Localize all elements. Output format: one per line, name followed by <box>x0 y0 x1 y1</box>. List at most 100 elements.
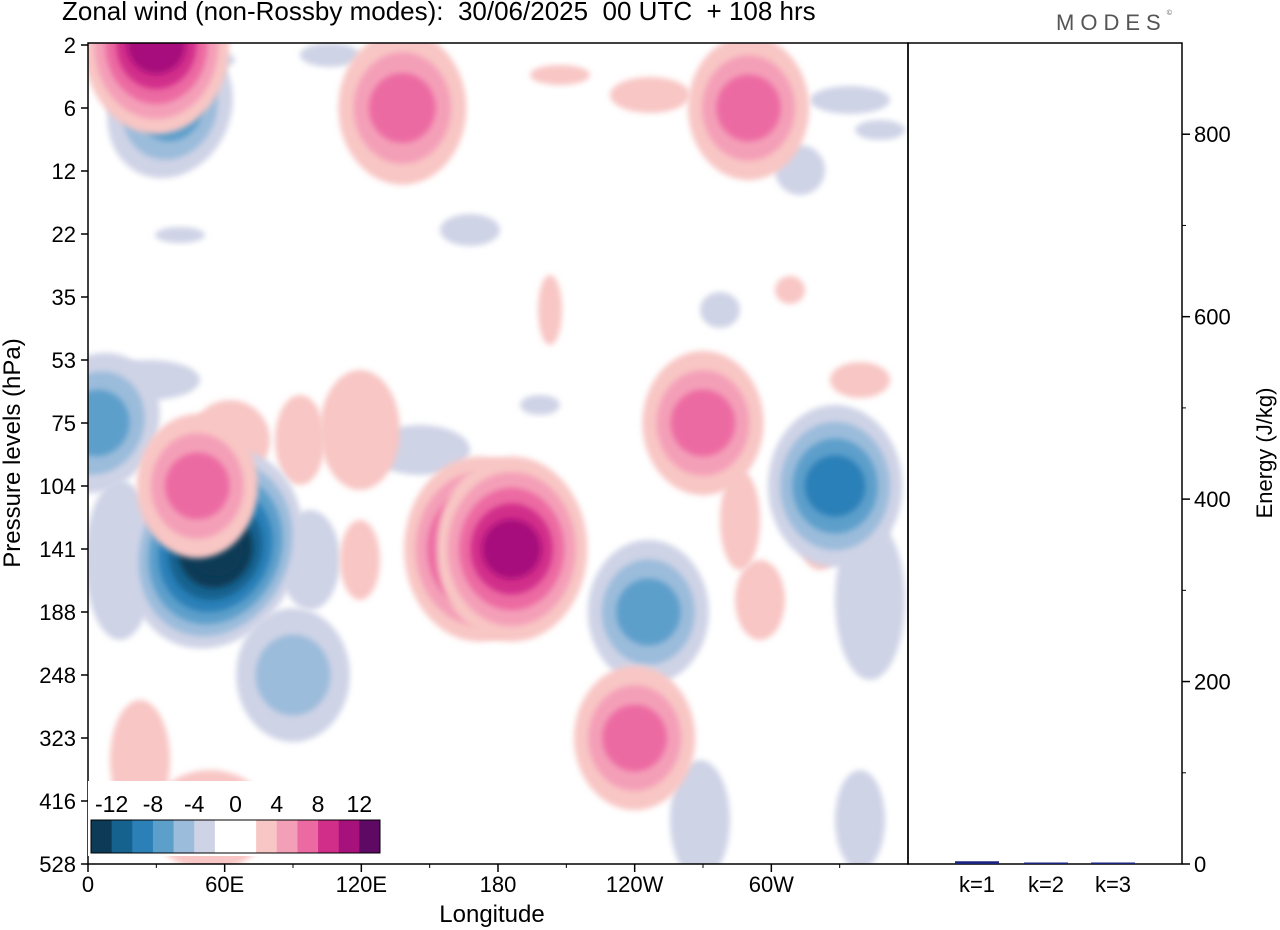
contour-band <box>127 43 186 74</box>
wind-texture-blob <box>830 362 890 398</box>
x-tick-label: 180 <box>480 872 517 897</box>
x-tick-label: 60E <box>205 872 244 897</box>
colorbar-label: 0 <box>229 791 242 817</box>
westerly-core-8 <box>642 350 764 496</box>
copyright-mark: © <box>1166 10 1172 17</box>
colorbar-swatch <box>214 820 236 853</box>
wind-texture-blob <box>300 43 360 67</box>
energy-category-label: k=3 <box>1095 872 1131 897</box>
westerly-core-10 <box>136 413 258 559</box>
y-tick-label: 12 <box>52 159 76 184</box>
energy-y-tick-label: 200 <box>1194 670 1231 695</box>
energy-bar-k=1 <box>955 861 999 864</box>
y-tick-label: 75 <box>52 411 76 436</box>
y-tick-label: 53 <box>52 348 76 373</box>
y-tick-label: 416 <box>39 789 76 814</box>
x-tick-label: 60W <box>749 872 794 897</box>
westerly-core-13 <box>687 43 810 181</box>
x-axis-label: Longitude <box>439 901 544 928</box>
wind-texture-blob <box>735 560 785 640</box>
y-tick-label: 104 <box>39 474 76 499</box>
wind-texture-blob <box>700 292 740 328</box>
y-tick-label: 188 <box>39 600 76 625</box>
wind-texture-blob <box>538 275 562 345</box>
contour-band <box>602 704 667 772</box>
wind-texture-blob <box>855 120 905 140</box>
y-tick-label: 6 <box>64 96 76 121</box>
wind-texture-blob <box>775 276 805 304</box>
easterly-core-3 <box>587 539 709 685</box>
wind-texture-blob <box>275 395 325 485</box>
wind-texture-blob <box>670 760 730 864</box>
colorbar-swatch <box>276 820 298 853</box>
contour-band <box>165 452 230 520</box>
energy-bar-k=2 <box>1024 862 1068 864</box>
colorbar-swatch <box>359 820 381 853</box>
easterly-core-1 <box>88 352 160 494</box>
contour-band <box>670 389 736 457</box>
contour-band <box>255 634 331 716</box>
y-axis-label: Pressure levels (hPa) <box>0 338 26 567</box>
y-tick-label: 141 <box>39 537 76 562</box>
colorbar-swatch <box>235 820 257 853</box>
y-tick-label: 35 <box>52 285 76 310</box>
y-tick-label: 22 <box>52 222 76 247</box>
colorbar-swatch <box>318 820 340 853</box>
colorbar-swatch <box>297 820 319 853</box>
wind-texture-blob <box>810 86 890 114</box>
westerly-core-11 <box>88 43 230 134</box>
contour-band <box>804 455 866 517</box>
wind-texture-blob <box>340 520 380 600</box>
y-tick-label: 528 <box>39 852 76 877</box>
contour-band <box>368 73 436 143</box>
easterly-core-5 <box>236 607 350 743</box>
energy-axis-label: Energy (J/kg) <box>1252 388 1277 519</box>
colorbar-swatch <box>173 820 195 853</box>
heatmap-axes: 0 60E 120E 180 120W 60W 2 6 12 22 35 53 75 104 141 188 2… <box>0 33 841 928</box>
wind-texture-blob <box>520 395 560 415</box>
colorbar-label: -4 <box>184 791 205 817</box>
colorbar-swatch <box>132 820 154 853</box>
y-tick-label: 248 <box>39 663 76 688</box>
colorbar-label: 8 <box>312 791 325 817</box>
energy-bars: k=1 k=2 k=3 <box>955 861 1135 897</box>
energy-category-label: k=1 <box>959 872 995 897</box>
contour-band <box>88 389 130 457</box>
wind-texture-blob <box>610 77 690 113</box>
wind-texture-blob <box>530 65 590 85</box>
x-tick-label: 0 <box>82 872 94 897</box>
y-tick-label: 323 <box>39 726 76 751</box>
colorbar-swatch <box>91 820 113 853</box>
modes-logo: MODES© <box>1056 10 1172 36</box>
energy-bar-k=3 <box>1091 862 1135 864</box>
x-tick-label: 120E <box>336 872 387 897</box>
colorbar-swatch <box>338 820 360 853</box>
energy-y-tick-label: 400 <box>1194 487 1231 512</box>
colorbar-label: 4 <box>270 791 283 817</box>
colorbar: -12 -8 -4 0 4 8 12 <box>88 781 383 856</box>
y-tick-label: 2 <box>64 33 76 58</box>
colorbar-swatch <box>152 820 175 853</box>
colorbar-label: 12 <box>347 791 373 817</box>
energy-y-tick-label: 600 <box>1194 305 1231 330</box>
colorbar-frame <box>90 819 381 854</box>
contour-band <box>616 578 681 646</box>
contour-band <box>482 519 542 579</box>
westerly-core-7 <box>435 456 588 642</box>
energy-axes: 0 200 400 600 800 Energy (J/kg) <box>1182 122 1277 877</box>
energy-y-tick-label: 800 <box>1194 122 1231 147</box>
energy-panel-frame <box>907 42 1183 865</box>
contour-band <box>716 74 781 142</box>
colorbar-label: -12 <box>95 791 128 817</box>
wind-texture-blob <box>155 227 205 243</box>
colorbar-swatch <box>194 820 216 853</box>
energy-category-label: k=2 <box>1028 872 1064 897</box>
westerly-core-9 <box>574 665 696 811</box>
colorbar-swatch <box>256 820 278 853</box>
wind-texture-blob <box>720 470 760 570</box>
heatmap-plot <box>88 43 905 864</box>
wind-texture-blob <box>835 770 885 864</box>
colorbar-label: -8 <box>143 791 163 817</box>
colorbar-swatch <box>111 820 133 853</box>
